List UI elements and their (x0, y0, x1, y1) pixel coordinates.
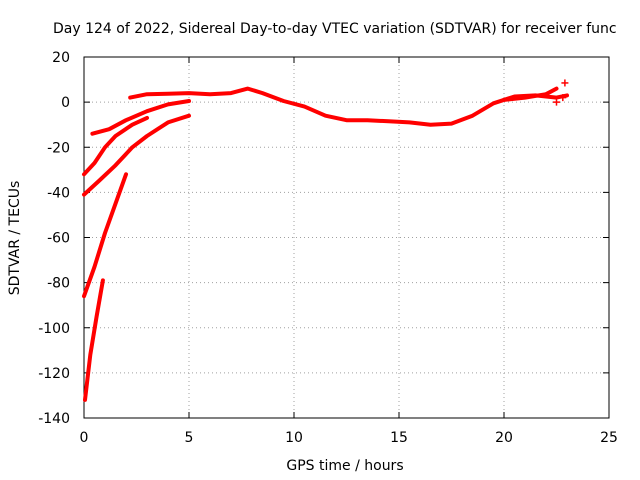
grid (84, 57, 609, 418)
x-tick-label: 20 (495, 430, 513, 446)
y-tick-label: -40 (47, 185, 70, 201)
chart-title: Day 124 of 2022, Sidereal Day-to-day VTE… (53, 21, 617, 37)
x-tick-label: 10 (285, 430, 303, 446)
point-marker (559, 94, 567, 102)
series-arc-b (82, 115, 149, 177)
series-arc-c (82, 113, 191, 197)
data-points (553, 79, 569, 106)
y-tick-label: -60 (47, 231, 70, 247)
y-tick-label: -140 (38, 411, 70, 427)
axis-ticks (83, 56, 610, 419)
y-tick-label: 20 (52, 50, 70, 66)
x-tick-label: 25 (600, 430, 618, 446)
x-tick-label: 0 (80, 430, 89, 446)
series-arc-a (90, 99, 191, 136)
y-tick-label: -80 (47, 276, 70, 292)
x-axis-label: GPS time / hours (286, 458, 403, 474)
x-tick-label: 5 (185, 430, 194, 446)
y-tick-label: -120 (38, 366, 70, 382)
series-main-trace (128, 86, 569, 127)
series-arc-f (502, 86, 559, 102)
point-marker (553, 98, 560, 106)
tick-labels: 0 5 10 15 20 25 -140 -120 -100 -80 -60 -40 -20 0 20 (38, 50, 618, 446)
series-arc-d (82, 172, 128, 299)
y-tick-label: -20 (47, 140, 70, 156)
x-tick-label: 15 (390, 430, 408, 446)
point-marker (561, 79, 569, 87)
y-tick-label: -100 (38, 321, 70, 337)
y-tick-label: 0 (61, 95, 70, 111)
plot-frame (83, 56, 610, 419)
series-arc-e (83, 278, 105, 402)
y-axis-label: SDTVAR / TECUs (7, 181, 23, 296)
data-series (82, 86, 569, 402)
